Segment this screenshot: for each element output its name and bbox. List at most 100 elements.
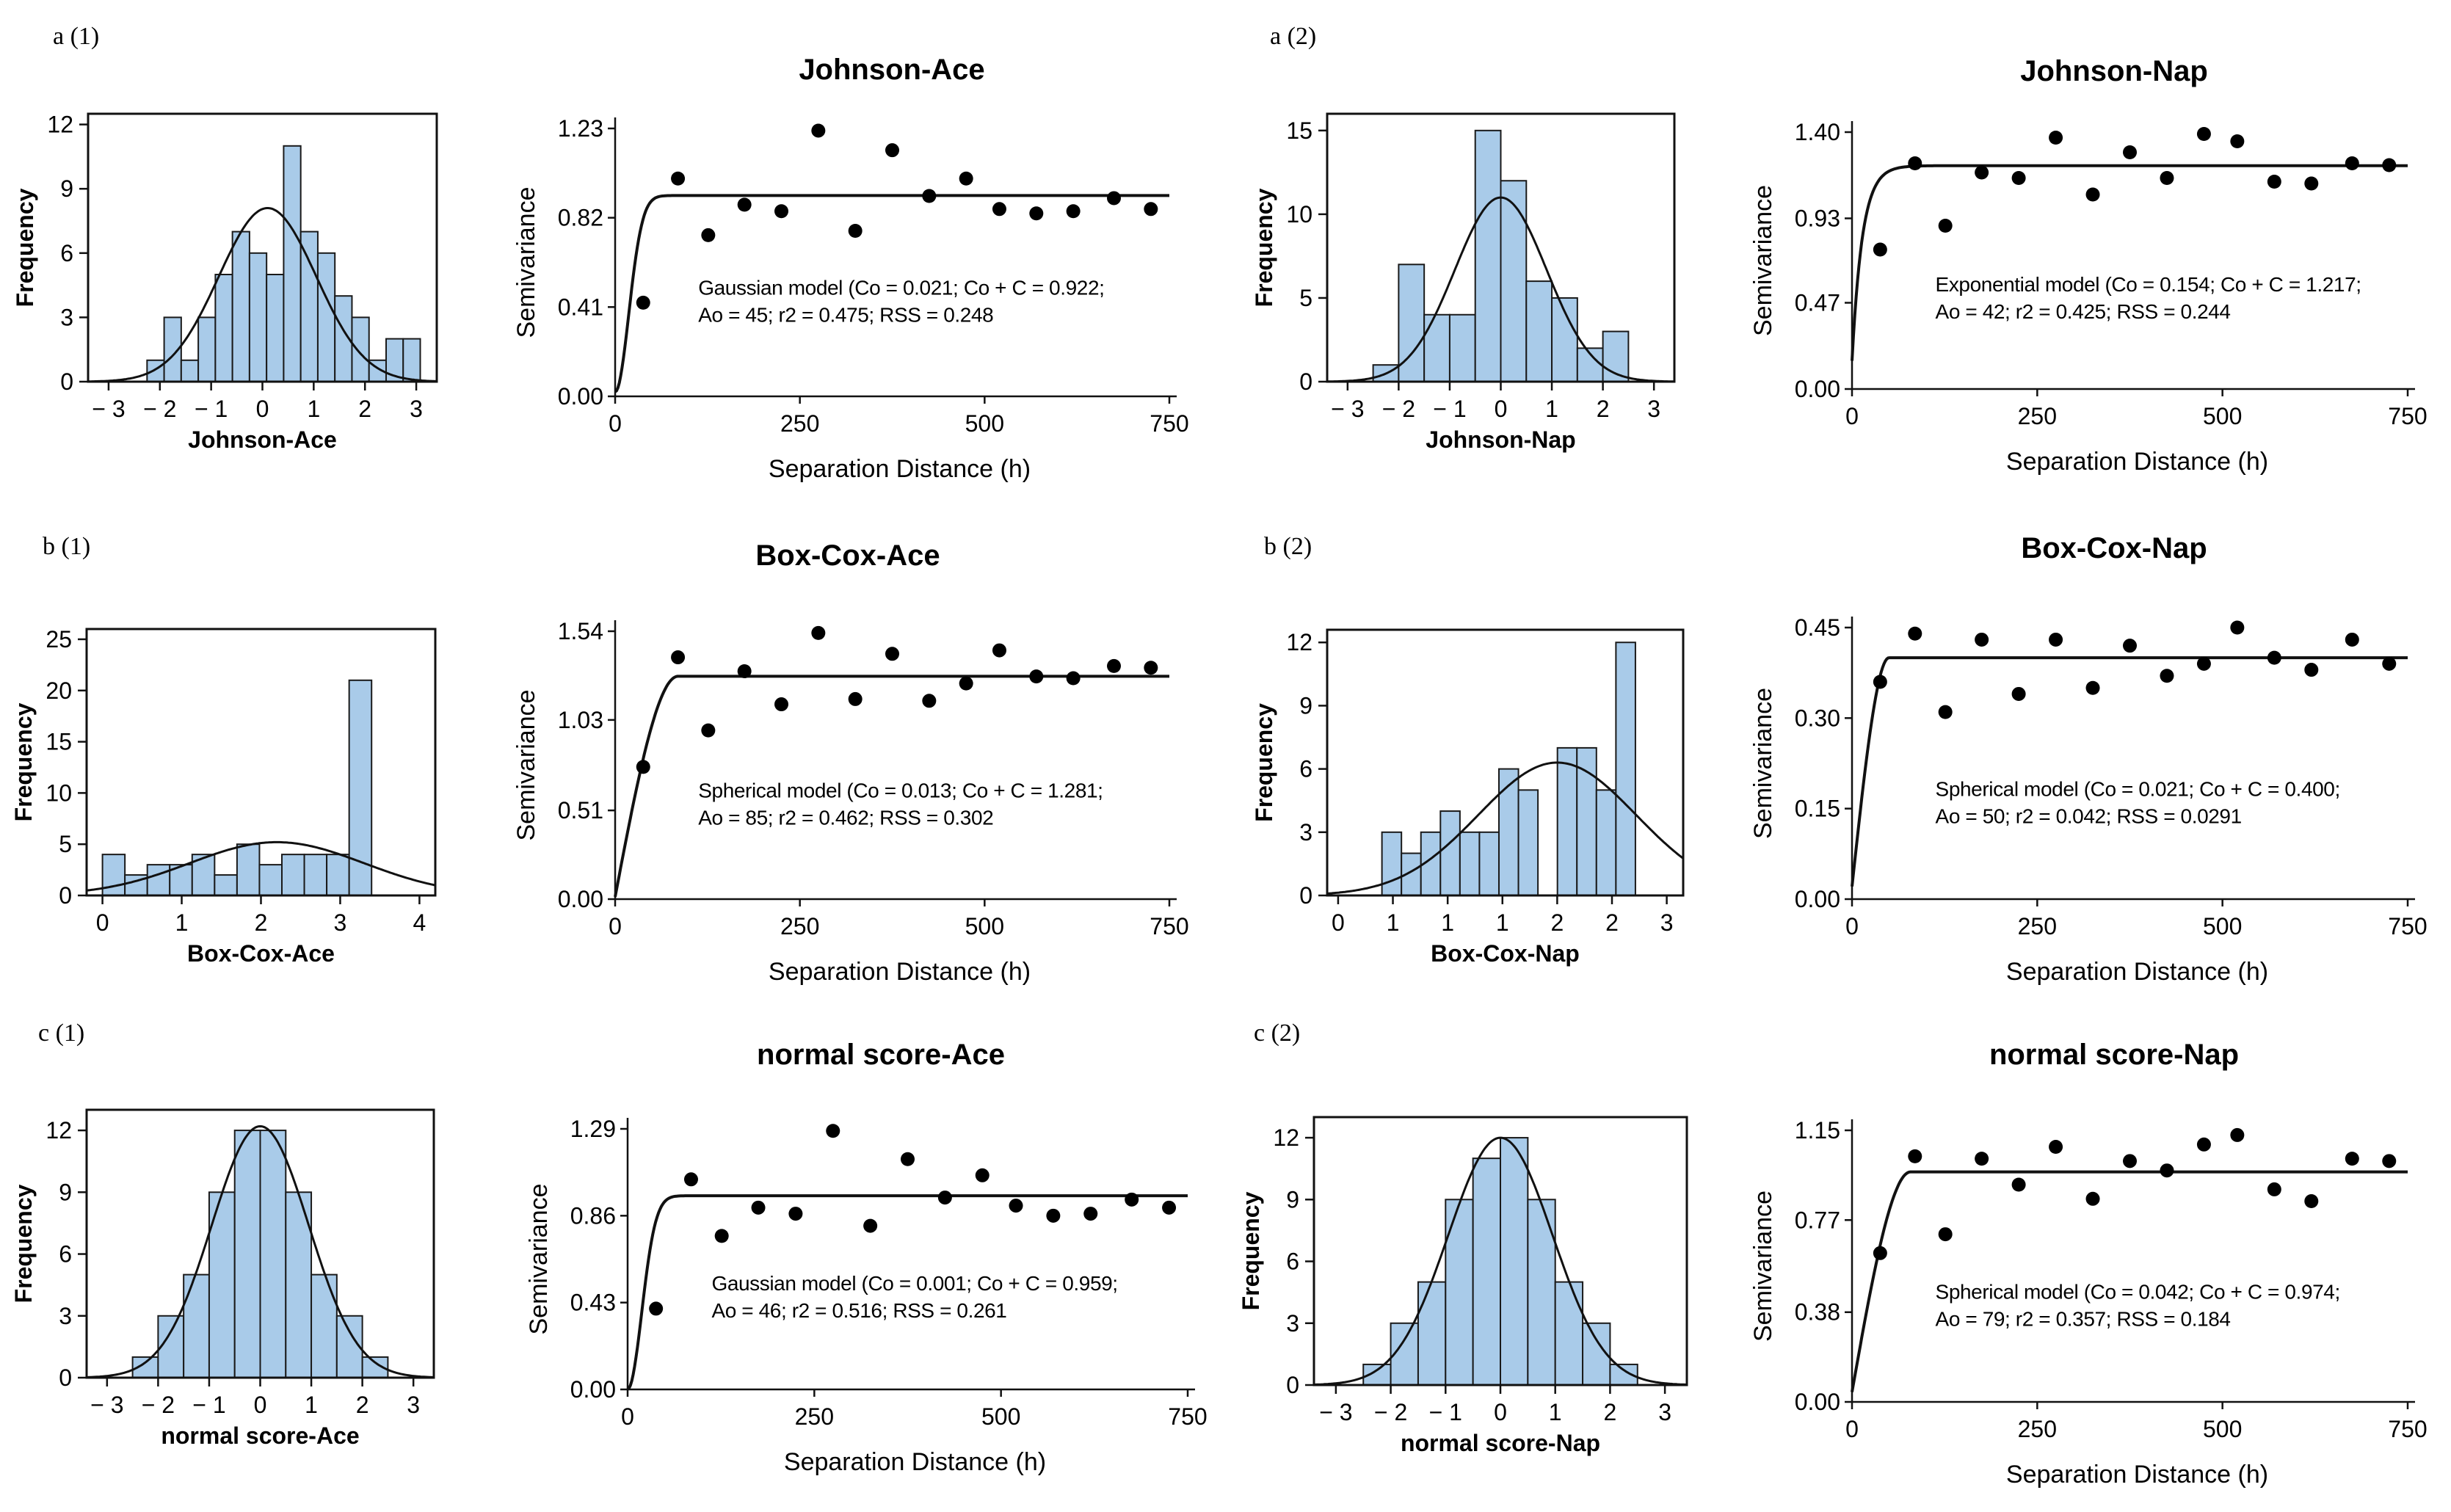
y-tick-label: 0.00	[1795, 376, 1840, 402]
y-axis-label: Semivariance	[512, 187, 540, 338]
data-point	[1066, 204, 1081, 219]
histogram-bar	[1417, 1281, 1447, 1386]
x-axis-label: Separation Distance (h)	[2006, 1461, 2268, 1489]
x-tick-label: 750	[1150, 913, 1188, 939]
histogram-bar	[258, 864, 283, 896]
data-point	[1066, 671, 1081, 686]
histogram-bar	[236, 843, 261, 896]
histogram-bar	[311, 1273, 338, 1378]
y-tick-label: 0.41	[558, 294, 603, 320]
data-point	[2382, 158, 2397, 172]
y-tick-label: 9	[1299, 692, 1312, 719]
normal-fit-curve	[88, 207, 437, 383]
x-axis-label: Separation Distance (h)	[769, 455, 1031, 483]
x-tick-label: 0	[96, 909, 109, 936]
data-point	[975, 1168, 990, 1182]
x-tick-label: 3	[407, 1392, 420, 1418]
x-tick-label: 250	[795, 1403, 834, 1430]
panel-label-c1: c (1)	[38, 1019, 84, 1047]
y-tick-label: 15	[1286, 117, 1312, 144]
data-point	[2123, 145, 2137, 159]
histogram-bar	[146, 864, 171, 896]
y-axis-label: Frequency	[10, 702, 37, 821]
y-axis-label: Semivariance	[1749, 185, 1777, 336]
model-curve	[1851, 164, 2408, 361]
x-tick-label: − 1	[192, 1392, 225, 1418]
data-point	[2160, 1163, 2174, 1178]
model-annotation-line1: Spherical model (Co = 0.021; Co + C = 0.…	[1936, 777, 2340, 800]
model-annotation-line2: Ao = 79; r2 = 0.357; RSS = 0.184	[1936, 1307, 2231, 1330]
histogram-bar	[335, 1315, 363, 1379]
data-point	[2304, 176, 2319, 191]
data-point	[2160, 171, 2174, 185]
histogram-bar	[1459, 831, 1481, 897]
data-point	[1938, 1227, 1953, 1242]
x-tick-label: 250	[2018, 1416, 2057, 1442]
y-tick-label: 3	[60, 304, 73, 330]
panel-label-a1: a (1)	[53, 23, 99, 50]
x-tick-label: 3	[1658, 1399, 1671, 1425]
x-tick-label: 750	[1150, 410, 1188, 437]
histogram-bar	[1478, 831, 1500, 897]
x-tick-label: − 1	[195, 396, 228, 422]
x-axis-label: Separation Distance (h)	[2006, 448, 2268, 476]
x-tick-label: 2	[356, 1392, 369, 1418]
histogram-hist_boxcox_ace: 0 1 2 3 4 0 5 10 15 20 25 Box-Cox-Ace Frequency	[10, 626, 437, 967]
data-point	[922, 694, 937, 708]
data-point	[1144, 202, 1158, 217]
data-point	[959, 171, 973, 186]
y-tick-label: 0.47	[1795, 290, 1840, 316]
data-point	[737, 197, 752, 212]
data-point	[826, 1124, 840, 1138]
model-annotation-line2: Ao = 85; r2 = 0.462; RSS = 0.302	[698, 806, 993, 829]
model-curve	[626, 1194, 1188, 1391]
data-point	[922, 189, 937, 203]
model-annotation-line2: Ao = 42; r2 = 0.425; RSS = 0.244	[1936, 300, 2231, 323]
x-tick-label: − 2	[1382, 396, 1415, 422]
data-point	[1873, 242, 1887, 257]
data-point	[2230, 134, 2245, 148]
x-tick-label: − 3	[90, 1392, 123, 1418]
model-annotation-line1: Gaussian model (Co = 0.001; Co + C = 0.9…	[711, 1272, 1117, 1295]
x-tick-label: 0	[1845, 913, 1859, 939]
y-tick-label: 1.03	[558, 707, 603, 733]
y-tick-label: 1.54	[558, 618, 603, 644]
y-tick-label: 12	[1273, 1124, 1299, 1151]
data-point	[2230, 1127, 2245, 1142]
histogram-bar	[1497, 768, 1519, 896]
x-tick-label: 250	[780, 410, 819, 437]
x-tick-label: 500	[965, 410, 1004, 437]
x-tick-label: 500	[2203, 913, 2242, 939]
x-tick-label: 0	[1332, 909, 1345, 936]
y-tick-label: 3	[1286, 1310, 1299, 1337]
x-tick-label: 1	[1387, 909, 1400, 936]
plot-frame	[1326, 628, 1685, 897]
x-tick-label: 2	[1597, 396, 1610, 422]
chart-title: Johnson-Ace	[799, 54, 984, 86]
data-point	[2085, 1191, 2100, 1206]
x-tick-label: 4	[413, 909, 426, 936]
chart-title: normal score-Nap	[1989, 1039, 2239, 1071]
y-tick-label: 0	[59, 882, 72, 909]
chart-title: Johnson-Nap	[2020, 55, 2208, 87]
data-point	[2049, 1140, 2063, 1155]
histogram-bar	[1554, 1281, 1584, 1386]
x-tick-label: 750	[1168, 1403, 1207, 1430]
data-point	[737, 664, 752, 679]
x-tick-label: 0	[609, 410, 622, 437]
model-annotation-line1: Spherical model (Co = 0.042; Co + C = 0.…	[1936, 1280, 2340, 1303]
x-tick-label: 750	[2388, 913, 2427, 939]
y-tick-label: 0.00	[570, 1376, 616, 1403]
model-curve	[614, 194, 1169, 393]
y-tick-label: 3	[1299, 819, 1312, 846]
data-point	[2267, 650, 2281, 665]
data-point	[1083, 1207, 1098, 1221]
data-point	[751, 1200, 766, 1215]
y-tick-label: 0	[59, 1364, 72, 1391]
data-point	[2123, 1154, 2137, 1168]
histogram-bar	[1472, 1157, 1502, 1386]
x-tick-label: − 2	[1374, 1399, 1407, 1425]
